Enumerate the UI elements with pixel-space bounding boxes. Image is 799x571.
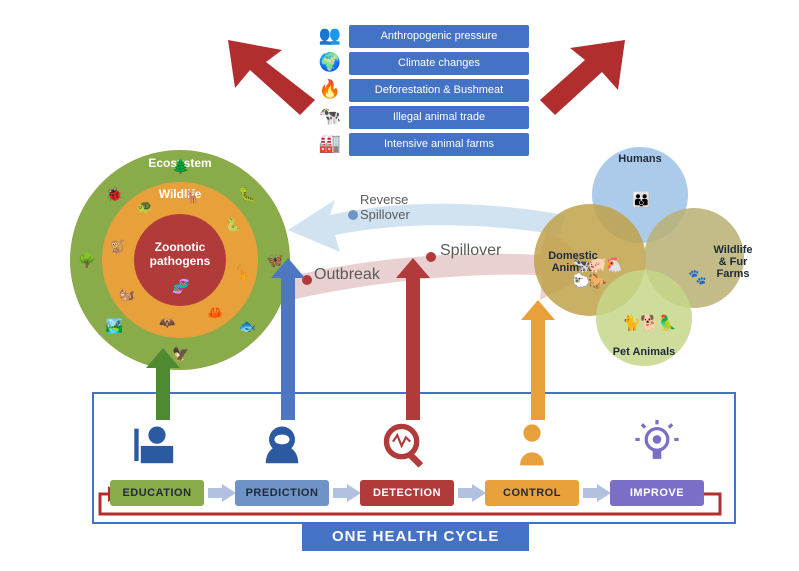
stage-detection: DETECTION	[360, 480, 454, 506]
flow-arrow-head	[597, 484, 611, 502]
stage-icon-detection	[380, 420, 434, 468]
stage-icon-control	[505, 420, 559, 468]
big-arrow-detection	[406, 276, 420, 420]
diagram-stage: { "factors": { "items": [ {"label": "Ant…	[0, 0, 799, 571]
big-arrow-head-detection	[396, 258, 430, 278]
flow-arrow-head	[222, 484, 236, 502]
stage-prediction: PREDICTION	[235, 480, 329, 506]
big-arrow-head-control	[521, 300, 555, 320]
flow-arrow-head	[347, 484, 361, 502]
one-health-title: ONE HEALTH CYCLE	[302, 522, 529, 551]
big-arrow-education	[156, 366, 170, 420]
stage-control: CONTROL	[485, 480, 579, 506]
stage-icon-prediction	[255, 420, 309, 468]
flow-arrow	[333, 488, 347, 498]
flow-arrow	[208, 488, 222, 498]
stage-icon-improve	[630, 420, 684, 468]
big-arrow-head-prediction	[271, 258, 305, 278]
flow-arrow	[583, 488, 597, 498]
big-arrow-prediction	[281, 276, 295, 420]
flow-arrow-head	[472, 484, 486, 502]
big-arrow-control	[531, 318, 545, 420]
stage-icon-education	[130, 420, 184, 468]
big-arrow-head-education	[146, 348, 180, 368]
flow-arrow	[458, 488, 472, 498]
stage-education: EDUCATION	[110, 480, 204, 506]
stage-improve: IMPROVE	[610, 480, 704, 506]
